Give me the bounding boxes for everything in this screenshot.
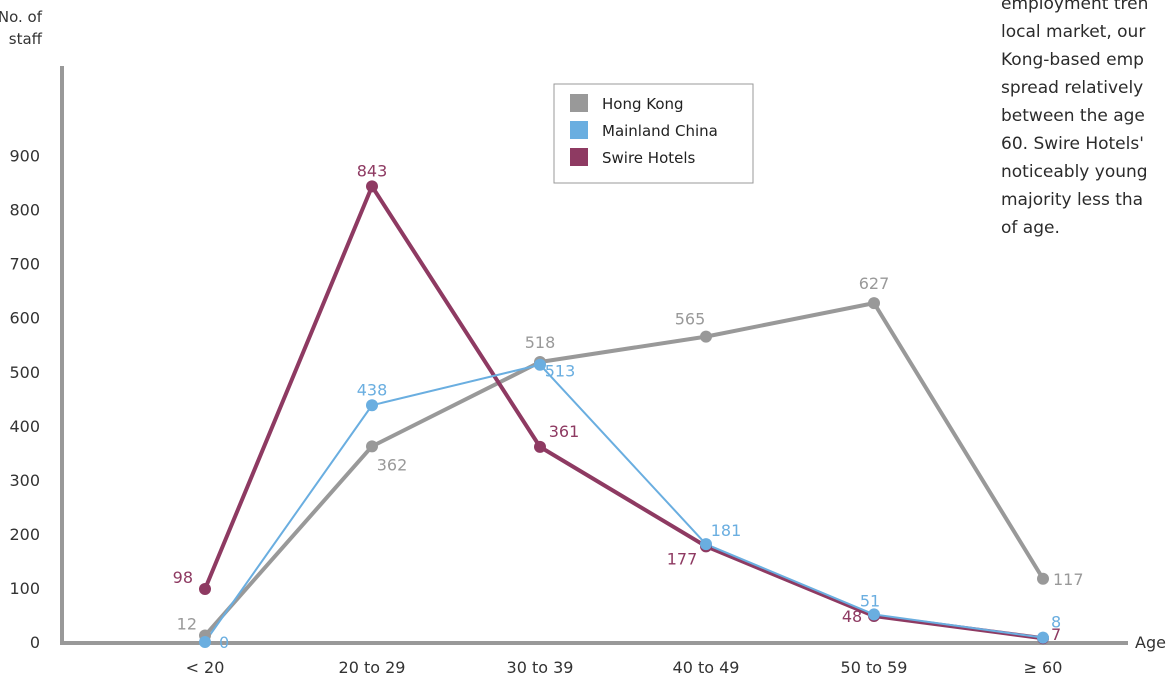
y-tick-label: 400 xyxy=(9,417,40,436)
x-tick-label: 40 to 49 xyxy=(673,658,740,677)
x-tick-label: < 20 xyxy=(186,658,225,677)
data-point xyxy=(700,330,712,343)
data-label: 117 xyxy=(1053,570,1084,589)
data-label: 12 xyxy=(177,615,197,634)
series-line xyxy=(203,301,1045,637)
data-label: 438 xyxy=(357,380,388,399)
data-point xyxy=(700,538,712,551)
side-paragraph: employment tren local market, our Kong-b… xyxy=(1001,0,1173,320)
y-tick-label: 300 xyxy=(9,471,40,490)
legend-swatch xyxy=(570,121,588,139)
y-tick-label: 600 xyxy=(9,309,40,328)
x-tick-label: ≥ 60 xyxy=(1024,658,1063,677)
legend-swatch xyxy=(570,148,588,166)
data-point xyxy=(868,608,880,621)
data-point xyxy=(199,583,211,596)
data-label: 7 xyxy=(1051,625,1061,644)
y-tick-label: 700 xyxy=(9,255,40,274)
x-tick-label: 30 to 39 xyxy=(507,658,574,677)
side-paragraph-line: employment tren xyxy=(1001,0,1149,14)
series-lines xyxy=(203,184,1045,643)
y-tick-label: 100 xyxy=(9,579,40,598)
data-label: 362 xyxy=(377,455,408,474)
data-point xyxy=(199,636,211,648)
side-paragraph-line: between the age xyxy=(1001,106,1145,126)
data-label: 181 xyxy=(711,521,742,540)
data-point xyxy=(366,440,378,453)
data-point xyxy=(366,180,378,193)
series-line xyxy=(203,184,1044,641)
x-axis-title: Age xyxy=(1135,633,1166,652)
data-point xyxy=(1037,572,1049,585)
data-point xyxy=(366,399,378,412)
data-label: 98 xyxy=(173,568,193,587)
y-tick-label: 200 xyxy=(9,525,40,544)
side-paragraph-line: spread relatively xyxy=(1001,78,1144,98)
side-paragraph-line: of age. xyxy=(1001,218,1060,238)
side-paragraph-line: local market, our xyxy=(1001,22,1146,42)
legend-swatch xyxy=(570,94,588,112)
y-tick-label: 500 xyxy=(9,363,40,382)
data-point xyxy=(534,358,546,371)
data-label: 177 xyxy=(667,549,698,568)
legend-label: Mainland China xyxy=(602,122,718,140)
data-label: 627 xyxy=(859,274,890,293)
legend-label: Hong Kong xyxy=(602,95,684,113)
side-paragraph-line: noticeably young xyxy=(1001,162,1148,182)
data-labels: 1236251856562711704385131815189884336117… xyxy=(173,161,1084,652)
y-tick-label: 900 xyxy=(9,147,40,166)
data-label: 8 xyxy=(1051,613,1061,632)
x-tick-label: 20 to 29 xyxy=(339,658,406,677)
y-axis-title: No. of staff xyxy=(0,8,43,48)
data-label: 565 xyxy=(675,310,706,329)
data-label: 513 xyxy=(545,362,576,381)
data-points xyxy=(199,180,1049,648)
data-label: 361 xyxy=(549,422,580,441)
data-label: 0 xyxy=(219,633,229,652)
data-point xyxy=(1037,631,1049,644)
legend-label: Swire Hotels xyxy=(602,149,696,167)
data-label: 48 xyxy=(842,607,862,626)
series-line xyxy=(204,363,1044,643)
x-tick-label: 50 to 59 xyxy=(841,658,908,677)
data-label: 843 xyxy=(357,161,388,180)
y-tick-label: 800 xyxy=(9,201,40,220)
side-paragraph-line: 60. Swire Hotels' xyxy=(1001,134,1144,154)
axes: No. of staff Age 0 100 200 300 400 500 600 700 800 9… xyxy=(0,8,1166,677)
side-paragraph-line: Kong-based emp xyxy=(1001,50,1144,70)
data-point xyxy=(868,297,880,310)
legend: Hong Kong Mainland China Swire Hotels xyxy=(553,83,754,184)
data-label: 51 xyxy=(860,591,880,610)
data-point xyxy=(534,440,546,453)
y-tick-label: 0 xyxy=(30,633,40,652)
side-paragraph-line: majority less tha xyxy=(1001,190,1144,210)
data-label: 518 xyxy=(525,333,556,352)
